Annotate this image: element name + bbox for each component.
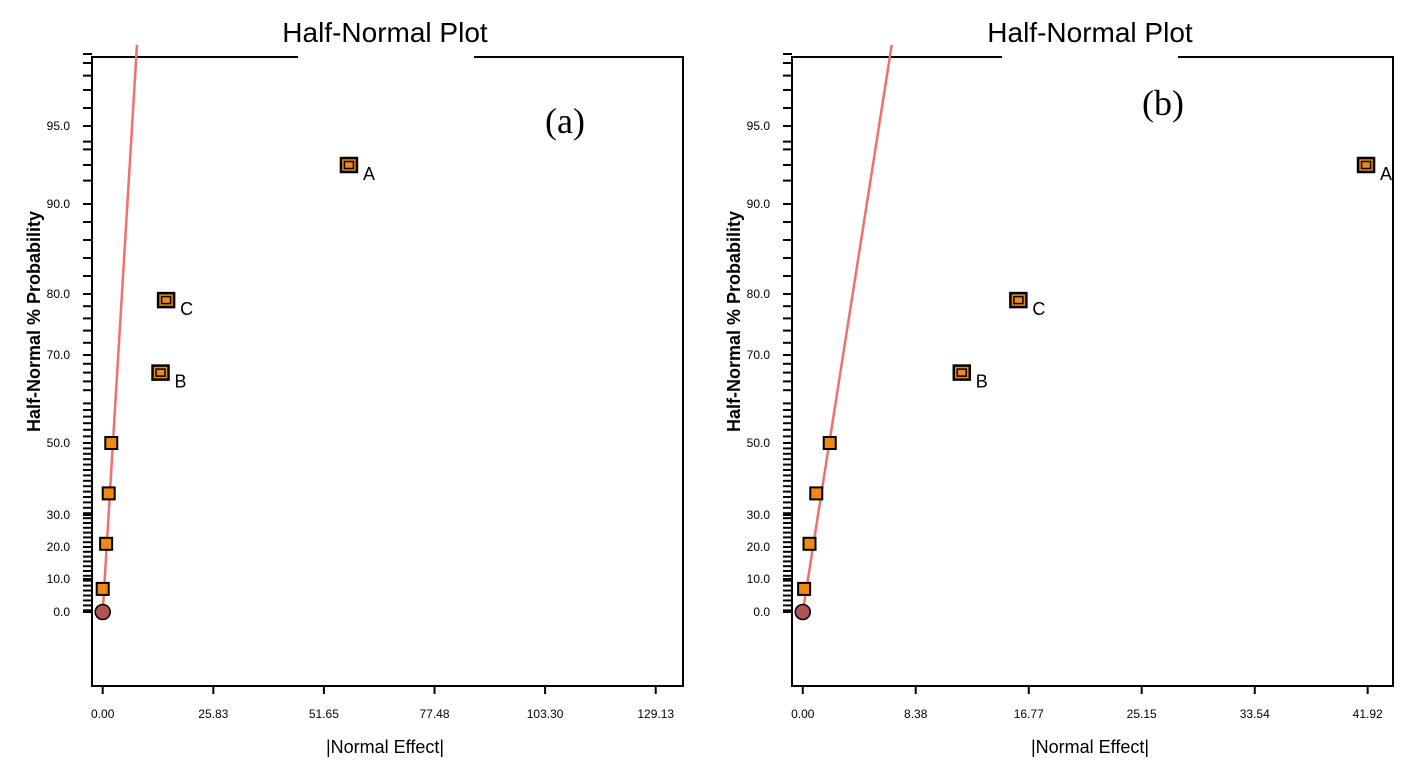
x-axis-label: |Normal Effect| [326,737,444,757]
plot-frame [791,56,1394,687]
x-tick-label: 8.38 [904,707,928,721]
effect-label-C: C [1032,299,1045,319]
y-tick-label: 20.0 [47,540,71,554]
effect-point-A [339,156,359,174]
y-axis-label: Half-Normal % Probability [24,211,44,432]
effect-point-inner-C [1013,295,1024,305]
data-point [95,581,110,596]
x-tick-label: 25.15 [1127,707,1157,721]
x-tick-label: 33.54 [1240,707,1270,721]
y-tick-label: 30.0 [747,508,771,522]
y-tick-label: 0.0 [753,605,770,619]
title-background [1002,12,1178,58]
y-tick-label: 30.0 [47,508,71,522]
x-tick-label: 0.00 [791,707,815,721]
data-point [802,536,817,551]
effect-label-A: A [363,164,375,184]
effect-point-inner-B [155,368,166,377]
x-tick-label: 77.48 [420,707,450,721]
title-background [298,12,474,58]
data-point [104,436,119,450]
panel-b: Half-Normal Plot (b) 0.0 10.0 20.0 30.0 50.0 70… [724,12,1394,757]
effect-point-A [1356,156,1376,174]
data-point [101,486,116,501]
chart-title: Half-Normal Plot [987,17,1193,48]
data-point [99,536,114,551]
y-tick-label: 10.0 [47,572,71,586]
y-tick-label: 95.0 [47,119,71,133]
effect-point-inner-C [160,295,172,305]
effect-point-C [156,291,176,309]
panel-a: Half-Normal Plot (a) 0.0 10.0 20.0 30.0 50.0 70… [24,12,684,757]
chart-title: Half-Normal Plot [282,17,488,48]
data-point [797,581,812,596]
fit-line [801,44,893,613]
y-tick-label: 20.0 [747,540,771,554]
y-tick-label: 70.0 [747,348,771,362]
effect-label-B: B [175,372,187,392]
y-tick-label: 0.0 [53,605,70,619]
effect-point-inner-B [956,368,968,377]
panel-label: (b) [1142,83,1184,123]
x-axis-label: |Normal Effect| [1031,737,1149,757]
effect-label-B: B [976,372,988,392]
y-tick-label: 70.0 [47,348,71,362]
effect-label-A: A [1380,164,1392,184]
fit-line [101,44,139,613]
effect-point-inner-A [1360,160,1372,170]
y-axis-label: Half-Normal % Probability [724,211,744,432]
y-tick-label: 90.0 [747,197,771,211]
x-tick-label: 16.77 [1014,707,1044,721]
data-point [822,436,837,450]
data-point [809,486,824,501]
effect-point-B [952,364,972,381]
effect-label-C: C [180,299,193,319]
y-tick-label: 50.0 [747,436,771,450]
x-tick-label: 103.30 [527,707,564,721]
effect-point-C [1009,291,1028,309]
x-tick-label: 25.83 [198,707,228,721]
effect-point-inner-A [343,160,355,170]
x-tick-label: 0.00 [91,707,115,721]
data-point-circle [94,603,111,621]
y-tick-label: 50.0 [47,436,71,450]
x-tick-label: 51.65 [309,707,339,721]
y-tick-label: 80.0 [747,287,771,301]
y-tick-label: 90.0 [47,197,71,211]
panel-label: (a) [545,101,585,141]
data-point-circle [794,603,812,621]
y-tick-label: 10.0 [747,572,771,586]
effect-point-B [151,364,170,381]
y-tick-label: 80.0 [47,287,71,301]
x-tick-label: 129.13 [637,707,674,721]
x-tick-label: 41.92 [1353,707,1383,721]
y-tick-label: 95.0 [747,119,771,133]
